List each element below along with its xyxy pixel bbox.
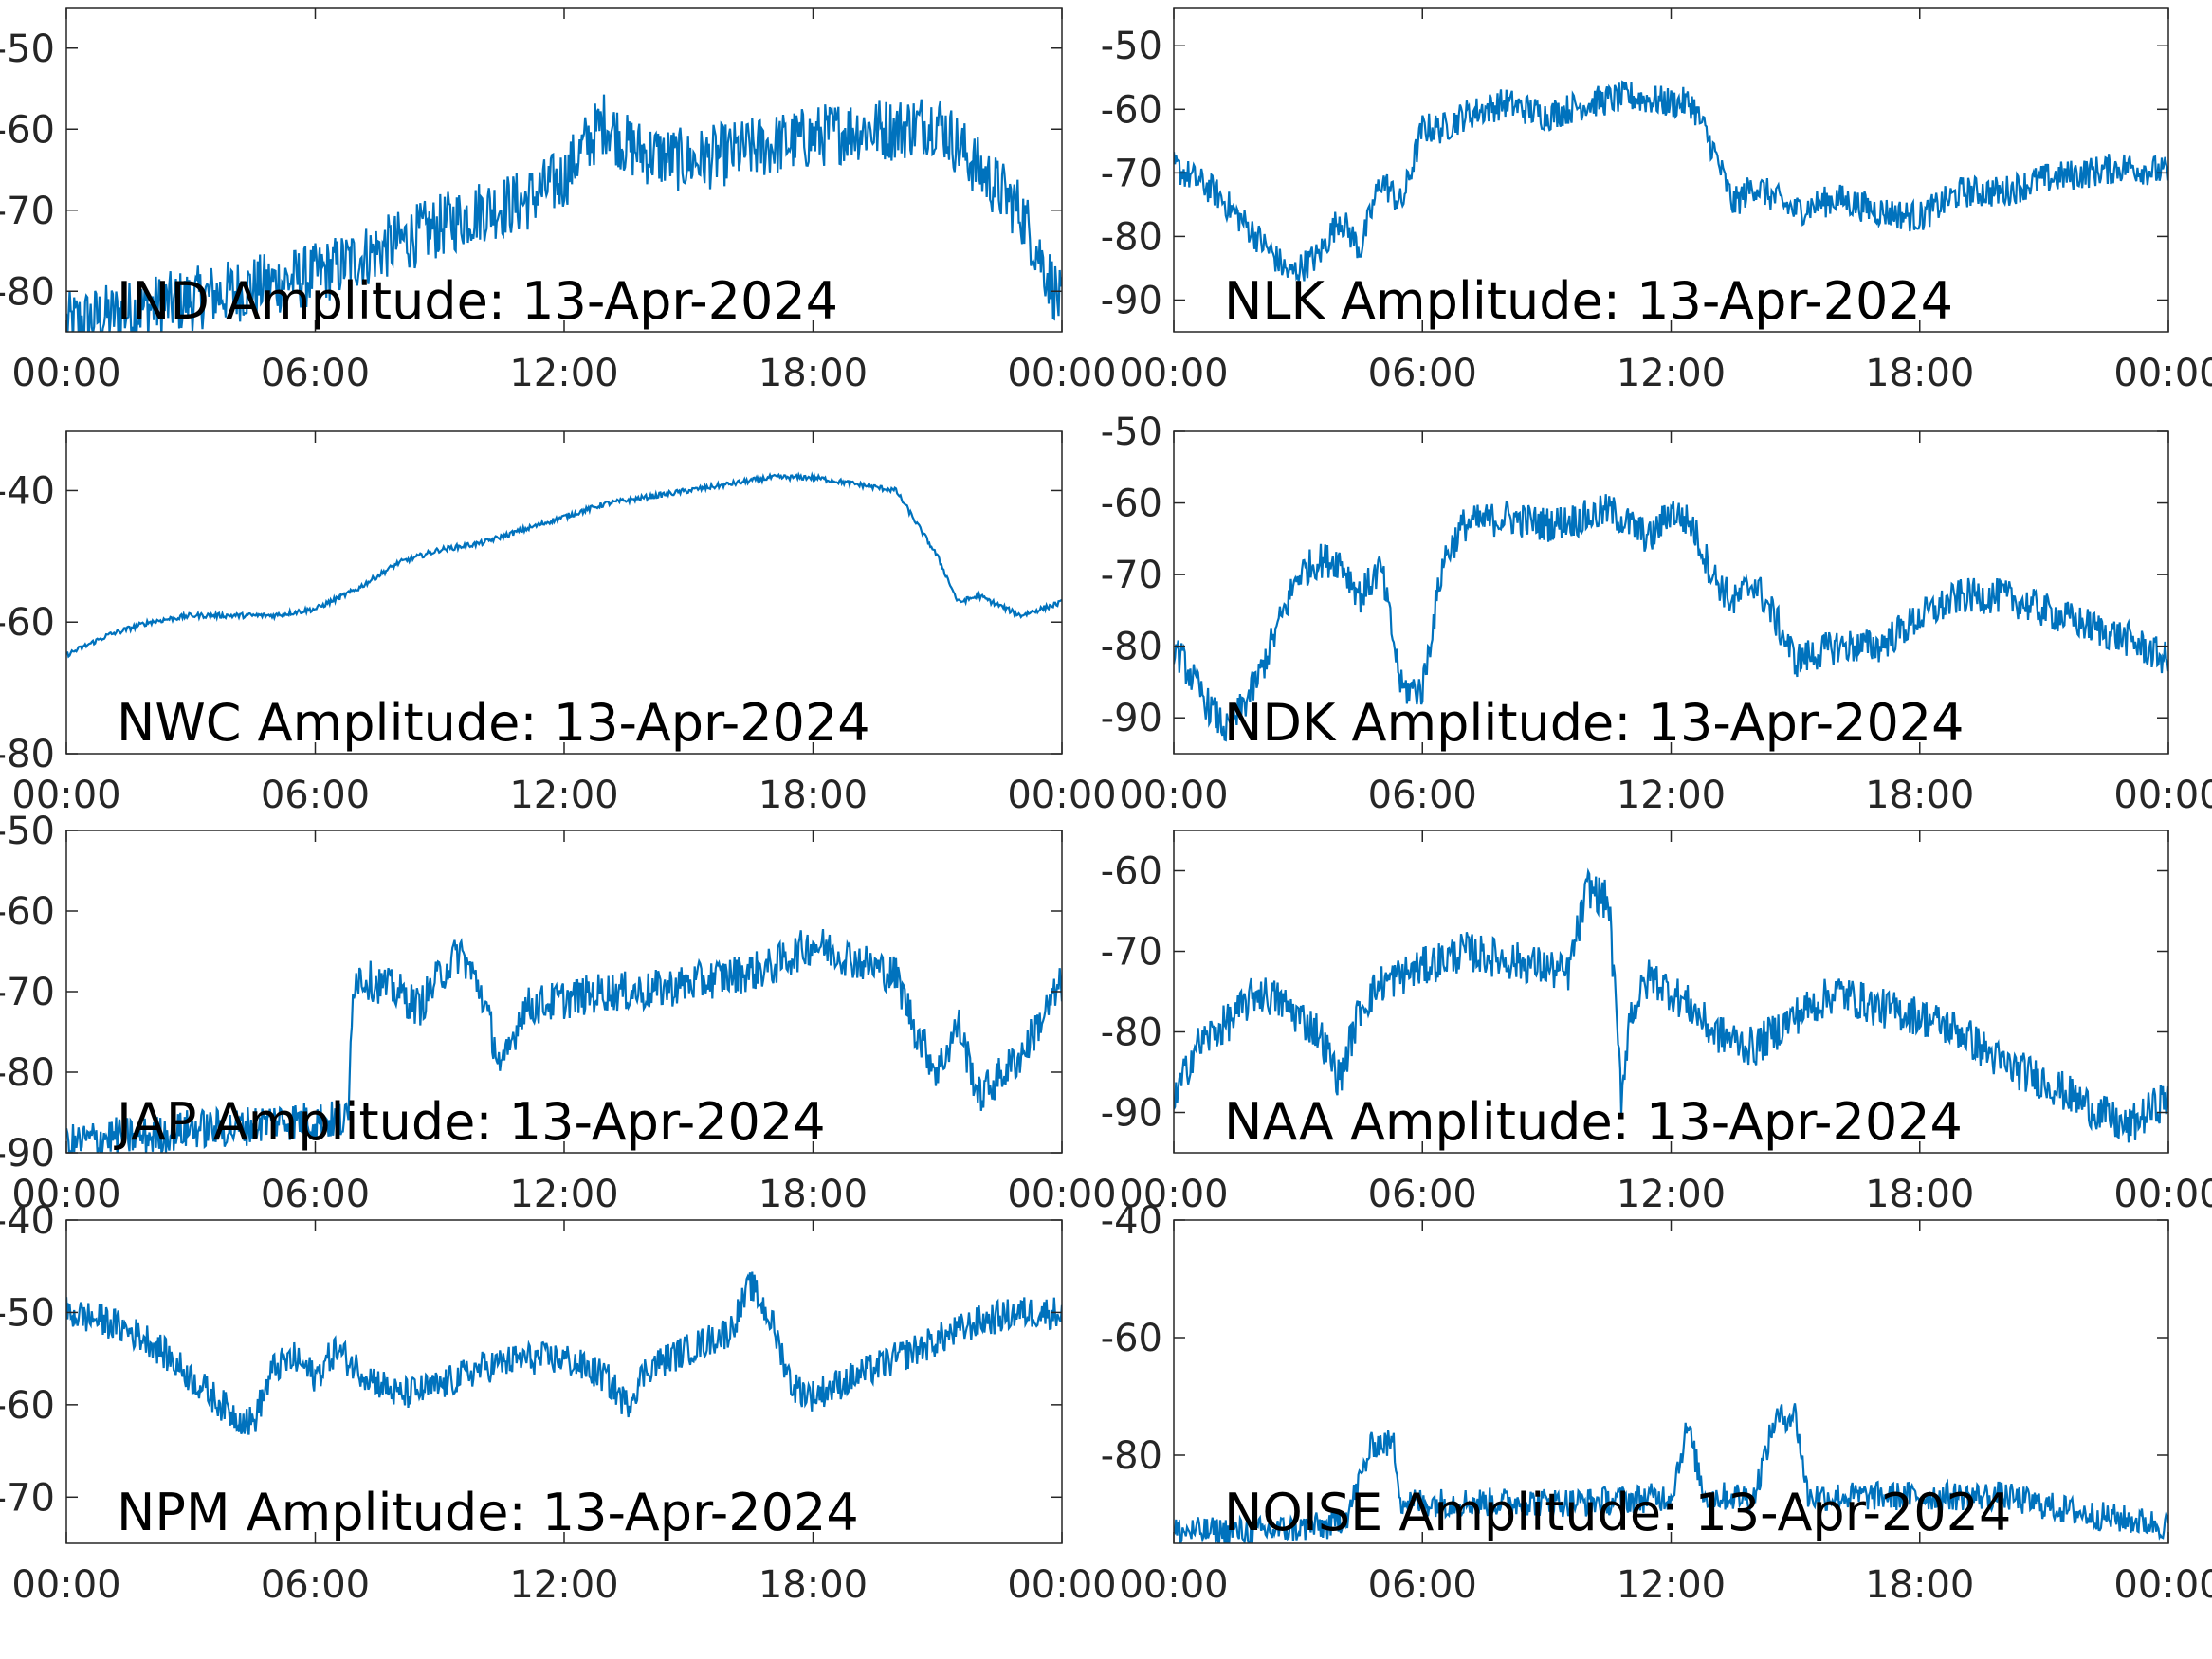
jap-x-tick-label: 12:00 — [509, 1173, 618, 1216]
ind-x-tick-label: 18:00 — [759, 352, 868, 395]
naa-x-tick-label: 12:00 — [1617, 1173, 1726, 1216]
npm-x-tick-label: 12:00 — [509, 1563, 618, 1607]
ndk-y-tick-label: -90 — [1101, 697, 1162, 740]
nwc-series-line — [66, 471, 1062, 659]
naa-x-tick-label: 00:00 — [1119, 1173, 1228, 1216]
jap-x-tick-label: 00:00 — [1007, 1173, 1116, 1216]
npm-y-tick-label: -70 — [0, 1476, 55, 1520]
ind-x-tick-label: 00:00 — [11, 352, 120, 395]
npm-x-tick-label: 06:00 — [261, 1563, 370, 1607]
jap-y-tick-label: -50 — [0, 810, 55, 853]
nlk-panel: 00:00 06:00 12:00 18:00 00:00 -50 -60 -70 -80 -90… — [1101, 7, 2212, 395]
jap-y-tick-label: -80 — [0, 1051, 55, 1095]
ndk-panel: 00:00 06:00 12:00 18:00 00:00 -50 -60 -70 -80 -90… — [1101, 410, 2212, 817]
noise-series-line — [1174, 1403, 2168, 1543]
npm-panel: 00:00 06:00 12:00 18:00 00:00 -40 -50 -60 -70 NPM… — [0, 1199, 1117, 1607]
ind-annotation: IND Amplitude: 13-Apr-2024 — [117, 271, 838, 331]
npm-y-tick-label: -60 — [0, 1384, 55, 1428]
ndk-x-tick-label: 06:00 — [1368, 774, 1477, 817]
nlk-x-tick-label: 00:00 — [2113, 352, 2212, 395]
naa-y-tick-label: -60 — [1101, 850, 1162, 894]
ndk-series-line — [1174, 494, 2168, 742]
noise-annotation: NOISE Amplitude: 13-Apr-2024 — [1224, 1483, 2011, 1542]
nwc-panel: 00:00 06:00 12:00 18:00 00:00 -40 -60 -80 NWC Am… — [0, 430, 1117, 817]
nwc-y-tick-label: -80 — [0, 733, 55, 776]
jap-y-tick-label: -60 — [0, 890, 55, 934]
ind-y-tick-label: -80 — [0, 270, 55, 314]
ndk-x-tick-label: 00:00 — [2113, 774, 2212, 817]
npm-series-line — [66, 1271, 1062, 1435]
jap-y-tick-label: -70 — [0, 971, 55, 1014]
npm-annotation: NPM Amplitude: 13-Apr-2024 — [117, 1483, 859, 1542]
jap-x-tick-label: 18:00 — [759, 1173, 868, 1216]
nwc-x-tick-label: 00:00 — [11, 774, 120, 817]
jap-annotation: JAP Amplitude: 13-Apr-2024 — [114, 1092, 826, 1152]
nlk-y-tick-label: -80 — [1101, 215, 1162, 259]
nlk-y-tick-label: -90 — [1101, 279, 1162, 322]
noise-x-tick-label: 12:00 — [1617, 1563, 1726, 1607]
naa-x-tick-label: 00:00 — [2113, 1173, 2212, 1216]
nlk-y-tick-label: -50 — [1101, 25, 1162, 68]
npm-x-tick-label: 00:00 — [1007, 1563, 1116, 1607]
noise-x-tick-label: 06:00 — [1368, 1563, 1477, 1607]
jap-y-tick-label: -90 — [0, 1132, 55, 1176]
ind-panel: 00:00 06:00 12:00 18:00 00:00 -50 -60 -70 -80 IND… — [0, 7, 1117, 395]
ind-y-tick-label: -70 — [0, 190, 55, 233]
naa-y-tick-label: -80 — [1101, 1012, 1162, 1055]
nwc-y-tick-label: -60 — [0, 601, 55, 645]
jap-x-tick-label: 06:00 — [261, 1173, 370, 1216]
nwc-annotation: NWC Amplitude: 13-Apr-2024 — [117, 693, 870, 753]
nlk-series-line — [1174, 80, 2168, 282]
noise-x-tick-label: 18:00 — [1865, 1563, 1974, 1607]
naa-panel: 00:00 06:00 12:00 18:00 00:00 -60 -70 -80 -90 NAA… — [1101, 830, 2212, 1216]
noise-panel: 00:00 06:00 12:00 18:00 00:00 -40 -60 -80 NOISE … — [1101, 1199, 2212, 1607]
ind-x-tick-label: 12:00 — [509, 352, 618, 395]
ndk-x-tick-label: 12:00 — [1617, 774, 1726, 817]
ndk-y-tick-label: -60 — [1101, 483, 1162, 526]
nlk-x-tick-label: 00:00 — [1119, 352, 1228, 395]
nlk-y-tick-label: -70 — [1101, 152, 1162, 195]
noise-x-tick-label: 00:00 — [1119, 1563, 1228, 1607]
ndk-x-tick-label: 18:00 — [1865, 774, 1974, 817]
ndk-y-tick-label: -70 — [1101, 554, 1162, 597]
nlk-x-tick-label: 06:00 — [1368, 352, 1477, 395]
nwc-x-tick-label: 18:00 — [759, 774, 868, 817]
ind-x-tick-label: 00:00 — [1007, 352, 1116, 395]
ndk-y-tick-label: -80 — [1101, 626, 1162, 669]
noise-x-tick-label: 00:00 — [2113, 1563, 2212, 1607]
noise-y-tick-label: -80 — [1101, 1434, 1162, 1478]
ndk-y-tick-label: -50 — [1101, 410, 1162, 454]
nlk-x-tick-label: 18:00 — [1865, 352, 1974, 395]
ind-y-tick-label: -50 — [0, 27, 55, 71]
nwc-x-tick-label: 12:00 — [509, 774, 618, 817]
naa-annotation: NAA Amplitude: 13-Apr-2024 — [1224, 1092, 1963, 1152]
ndk-x-tick-label: 00:00 — [1119, 774, 1228, 817]
jap-panel: 00:00 06:00 12:00 18:00 00:00 -50 -60 -70 -80 -90… — [0, 810, 1117, 1216]
npm-x-tick-label: 00:00 — [11, 1563, 120, 1607]
naa-x-tick-label: 06:00 — [1368, 1173, 1477, 1216]
jap-series-line — [66, 928, 1062, 1153]
naa-y-tick-label: -90 — [1101, 1092, 1162, 1136]
naa-series-line — [1174, 867, 2168, 1143]
naa-y-tick-label: -70 — [1101, 931, 1162, 975]
naa-x-tick-label: 18:00 — [1865, 1173, 1974, 1216]
nlk-annotation: NLK Amplitude: 13-Apr-2024 — [1224, 271, 1953, 331]
nlk-y-tick-label: -60 — [1101, 88, 1162, 132]
npm-x-tick-label: 18:00 — [759, 1563, 868, 1607]
ind-series-line — [66, 94, 1062, 332]
nwc-x-tick-label: 06:00 — [261, 774, 370, 817]
nlk-x-tick-label: 12:00 — [1617, 352, 1726, 395]
nwc-x-tick-label: 00:00 — [1007, 774, 1116, 817]
jap-x-tick-label: 00:00 — [11, 1173, 120, 1216]
noise-y-tick-label: -60 — [1101, 1317, 1162, 1360]
npm-y-tick-label: -50 — [0, 1291, 55, 1335]
ndk-annotation: NDK Amplitude: 13-Apr-2024 — [1224, 693, 1965, 753]
ind-y-tick-label: -60 — [0, 108, 55, 152]
noise-y-tick-label: -40 — [1101, 1199, 1162, 1243]
ind-x-tick-label: 06:00 — [261, 352, 370, 395]
npm-y-tick-label: -40 — [0, 1199, 55, 1243]
nwc-y-tick-label: -40 — [0, 469, 55, 513]
